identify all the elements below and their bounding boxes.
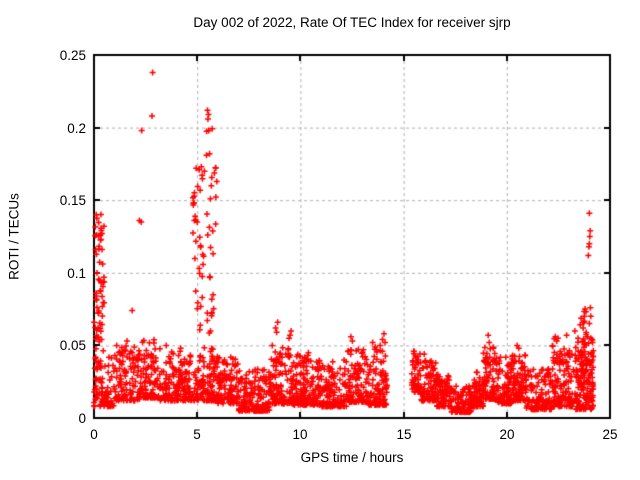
y-tick-label-0.1: 0.1 [67,266,86,281]
x-tick-label-20: 20 [499,427,515,442]
y-tick-label-0.05: 0.05 [59,338,86,353]
x-tick-label-0: 0 [90,427,98,442]
x-axis-title: GPS time / hours [300,450,404,465]
y-tick-label-0.25: 0.25 [59,48,86,63]
x-tick-label-5: 5 [193,427,201,442]
y-tick-label-0: 0 [78,411,86,426]
chart-title: Day 002 of 2022, Rate Of TEC Index for r… [193,15,511,30]
y-axis-title: ROTI / TECUs [6,193,22,280]
x-tick-label-25: 25 [602,427,618,442]
y-tick-label-0.15: 0.15 [59,193,86,208]
x-tick-label-10: 10 [292,427,308,442]
y-tick-label-0.2: 0.2 [67,121,86,136]
x-tick-label-15: 15 [396,427,412,442]
